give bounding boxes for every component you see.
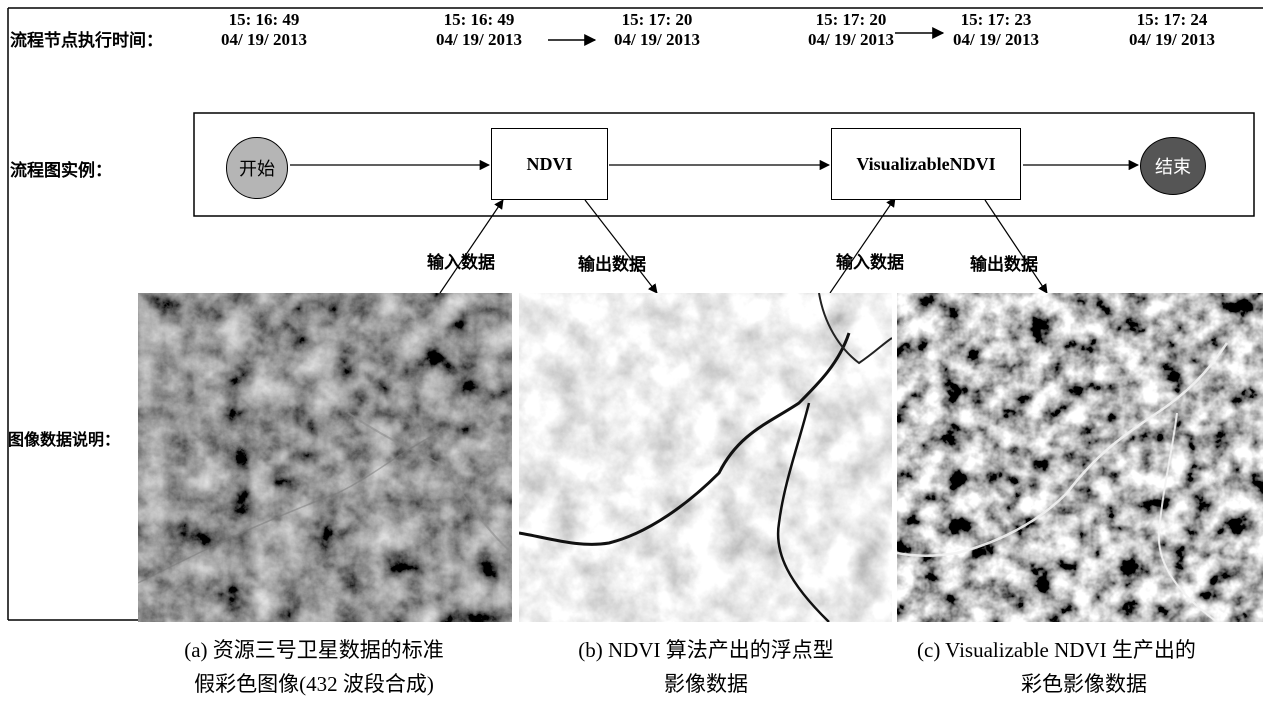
timestamp-6: 15: 17: 24 04/ 19/ 2013 (1107, 10, 1237, 50)
timestamp-3: 15: 17: 20 04/ 19/ 2013 (592, 10, 722, 50)
timestamp-date: 04/ 19/ 2013 (808, 30, 894, 49)
flowchart-row-label: 流程图实例： (10, 161, 112, 180)
caption-c-line2: 彩色影像数据 (1021, 672, 1147, 696)
timestamp-4: 15: 17: 20 04/ 19/ 2013 (786, 10, 916, 50)
ndvi-float-image-texture (519, 293, 892, 622)
timestamp-time: 15: 17: 24 (1136, 10, 1208, 29)
caption-a-line2: 假彩色图像(432 波段合成) (194, 672, 434, 696)
output-arrow-2 (984, 199, 1048, 294)
caption-c: (c) Visualizable NDVI 生产出的 彩色影像数据 (905, 633, 1263, 701)
flowchart-container (193, 112, 1255, 217)
input-arrow-1 (439, 199, 504, 294)
caption-b-line2: 影像数据 (664, 672, 748, 696)
visualizable-ndvi-image (897, 293, 1263, 622)
timeline-row-label: 流程节点执行时间： (10, 31, 163, 50)
timestamp-1: 15: 16: 49 04/ 19/ 2013 (199, 10, 329, 50)
timestamp-date: 04/ 19/ 2013 (953, 30, 1039, 49)
images-row-label: 图像数据说明： (8, 432, 121, 449)
output-data-label-1: 输出数据 (578, 255, 646, 274)
visualizable-ndvi-image-texture (897, 293, 1263, 622)
ndvi-node: NDVI (491, 128, 608, 200)
timestamp-date: 04/ 19/ 2013 (614, 30, 700, 49)
caption-a-line1: (a) 资源三号卫星数据的标准 (184, 638, 444, 662)
false-color-image (138, 293, 512, 622)
caption-b-line1: (b) NDVI 算法产出的浮点型 (578, 638, 834, 662)
timestamp-time: 15: 16: 49 (443, 10, 515, 29)
false-color-image-texture (138, 293, 512, 622)
timestamp-date: 04/ 19/ 2013 (436, 30, 522, 49)
timestamp-date: 04/ 19/ 2013 (221, 30, 307, 49)
start-node: 开始 (226, 137, 288, 199)
input-data-label-1: 输入数据 (427, 253, 495, 272)
timestamp-time: 15: 16: 49 (228, 10, 300, 29)
output-data-label-2: 输出数据 (970, 255, 1038, 274)
timestamp-time: 15: 17: 23 (960, 10, 1032, 29)
timestamp-5: 15: 17: 23 04/ 19/ 2013 (931, 10, 1061, 50)
visualizable-ndvi-node: VisualizableNDVI (831, 128, 1021, 200)
input-data-label-2: 输入数据 (836, 253, 904, 272)
caption-b: (b) NDVI 算法产出的浮点型 影像数据 (517, 633, 895, 701)
timestamp-date: 04/ 19/ 2013 (1129, 30, 1215, 49)
timestamp-time: 15: 17: 20 (621, 10, 693, 29)
end-node: 结束 (1140, 137, 1206, 195)
caption-a: (a) 资源三号卫星数据的标准 假彩色图像(432 波段合成) (125, 633, 503, 701)
timestamp-2: 15: 16: 49 04/ 19/ 2013 (414, 10, 544, 50)
ndvi-float-image (519, 293, 892, 622)
timestamp-time: 15: 17: 20 (815, 10, 887, 29)
input-arrow-2 (829, 197, 896, 294)
caption-c-line1: (c) Visualizable NDVI 生产出的 (917, 638, 1196, 662)
output-arrow-1 (584, 199, 658, 294)
